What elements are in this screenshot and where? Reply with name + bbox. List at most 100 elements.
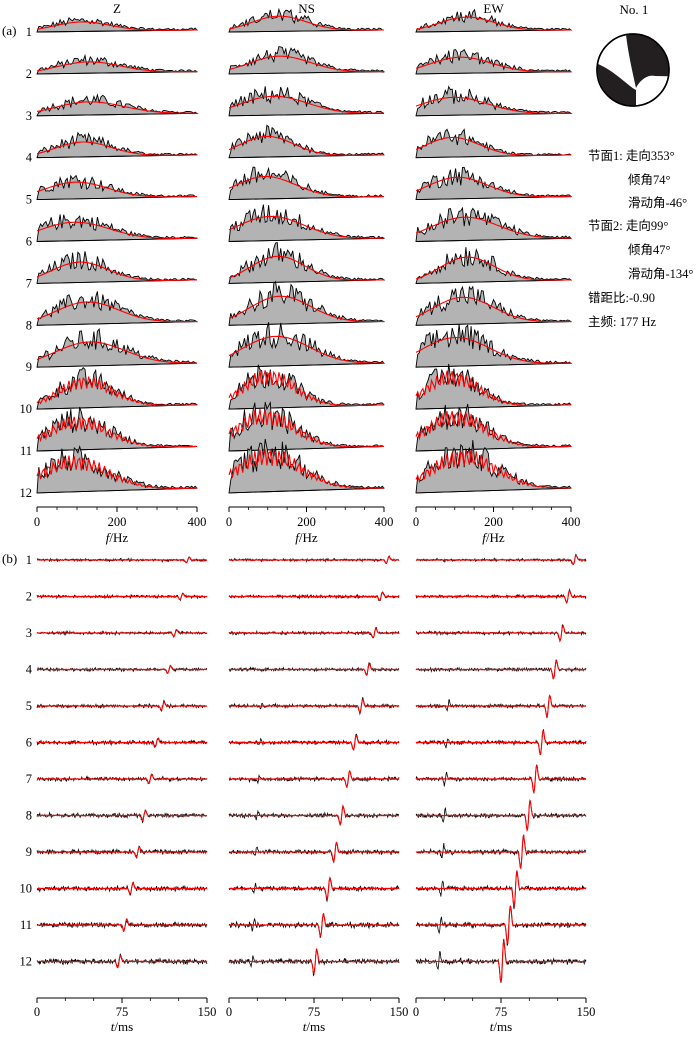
- spectrum-synthetic: [415, 410, 571, 448]
- spectrum-synthetic: [415, 176, 571, 198]
- spectrum-synthetic: [415, 336, 571, 364]
- spectra-station-label: 10: [20, 402, 33, 416]
- waveform-observed: [36, 629, 207, 638]
- waveform-synthetic: [415, 694, 587, 718]
- spectra-x-axis-label: f/Hz: [482, 530, 505, 545]
- focal-mechanism-beachball: [596, 33, 670, 107]
- spectrum-synthetic: [228, 15, 384, 31]
- spectra-x-tick-label: 200: [484, 515, 503, 529]
- waveform-observed: [415, 694, 587, 719]
- waveform-station-label: 11: [20, 918, 32, 932]
- spectrum-synthetic: [415, 370, 572, 407]
- waveform-synthetic: [415, 589, 587, 604]
- waveform-observed: [415, 905, 587, 946]
- offset-ratio: 错距比:-0.90: [588, 291, 656, 305]
- spectrum-synthetic: [36, 101, 197, 114]
- spectrum-baseline: [415, 362, 572, 368]
- spectra-station-label: 7: [26, 276, 32, 290]
- waveform-x-axis-label: t/ms: [303, 1019, 325, 1034]
- spectrum-observed: [228, 438, 385, 494]
- spectrum-synthetic: [415, 449, 571, 489]
- spectrum-observed: [415, 323, 573, 368]
- waveform-observed: [415, 870, 587, 910]
- waveform-synthetic: [36, 881, 208, 895]
- waveform-synthetic: [228, 556, 400, 564]
- spectrum-observed: [228, 86, 385, 117]
- spectrum-synthetic: [36, 261, 197, 281]
- spectrum-observed: [228, 241, 386, 284]
- spectrum-observed: [228, 400, 385, 452]
- spectra-station-label: 11: [20, 444, 32, 458]
- spectrum-observed: [415, 363, 572, 410]
- spectrum-observed: [228, 364, 385, 410]
- spectrum-baseline: [36, 112, 198, 117]
- waveform-x-tick-label: 0: [34, 1005, 40, 1019]
- spectra-station-label: 4: [26, 151, 33, 165]
- dominant-frequency: 主频: 177 Hz: [588, 315, 657, 329]
- waveform-synthetic: [229, 805, 400, 826]
- plane1-strike: 走向353°: [625, 149, 675, 163]
- spectrum-synthetic: [36, 61, 197, 73]
- spectrum-observed: [415, 8, 573, 33]
- spectrum-observed: [228, 322, 385, 368]
- plane2-dip: 倾角47°: [628, 243, 671, 257]
- waveform-synthetic: [36, 773, 208, 785]
- spectrum-synthetic: [228, 55, 384, 73]
- spectrum-observed: [36, 328, 198, 368]
- waveform-station-label: 9: [26, 845, 32, 859]
- spectrum-baseline: [228, 237, 385, 242]
- panel-a-label: (a): [2, 23, 16, 38]
- waveform-synthetic: [415, 730, 587, 756]
- waveform-x-tick-label: 150: [390, 1005, 409, 1019]
- waveform-x-tick-label: 75: [308, 1005, 321, 1019]
- waveform-synthetic: [415, 765, 587, 795]
- spectrum-synthetic: [415, 296, 571, 323]
- spectrum-synthetic: [415, 216, 571, 239]
- spectrum-synthetic: [228, 370, 385, 407]
- waveform-synthetic: [37, 592, 208, 601]
- waveform-synthetic: [36, 846, 208, 858]
- waveform-station-label: 12: [20, 955, 33, 969]
- spectra-x-axis-label: f/Hz: [106, 530, 129, 545]
- waveform-x-axis-label: t/ms: [490, 1019, 512, 1034]
- spectrum-baseline: [415, 487, 572, 494]
- spectrum-observed: [228, 280, 385, 326]
- waveform-synthetic: [228, 591, 400, 601]
- waveform-observed: [415, 938, 587, 983]
- waveform-synthetic: [228, 947, 399, 975]
- plane2-label: 节面2:: [588, 219, 626, 233]
- spectra-station-label: 5: [26, 193, 32, 207]
- plane2-strike-line: 节面2: 走向99°: [588, 215, 668, 234]
- waveform-station-label: 1: [26, 553, 32, 567]
- waveform-x-tick-label: 75: [495, 1005, 508, 1019]
- waveform-synthetic: [36, 737, 208, 748]
- spectra-x-tick-label: 400: [562, 515, 581, 529]
- waveform-station-label: 4: [26, 663, 33, 677]
- spectrum-synthetic: [36, 455, 197, 489]
- spectra-station-label: 1: [26, 25, 32, 39]
- waveform-synthetic: [415, 798, 587, 833]
- plane1-label: 节面1:: [588, 149, 626, 163]
- spectrum-synthetic: [415, 96, 571, 114]
- waveform-station-label: 7: [26, 772, 32, 786]
- spectra-x-tick-label: 400: [375, 515, 394, 529]
- spectrum-baseline: [228, 362, 385, 368]
- spectrum-observed: [36, 16, 199, 33]
- plane1-dip: 倾角74°: [628, 173, 671, 187]
- plane1-rake: 滑动角-46°: [628, 196, 688, 210]
- spectrum-synthetic: [36, 141, 198, 156]
- waveform-synthetic: [415, 554, 587, 566]
- waveform-synthetic: [228, 734, 400, 751]
- waveform-station-label: 5: [26, 699, 32, 713]
- waveform-synthetic: [229, 769, 400, 789]
- spectrum-baseline: [228, 112, 385, 117]
- waveform-observed: [415, 729, 587, 756]
- spectra-x-axis-label: f/Hz: [295, 530, 318, 545]
- spectrum-observed: [36, 444, 198, 494]
- spectrum-synthetic: [228, 135, 385, 156]
- waveform-station-label: 2: [26, 590, 32, 604]
- beachball-compression-quadrant: [597, 64, 636, 106]
